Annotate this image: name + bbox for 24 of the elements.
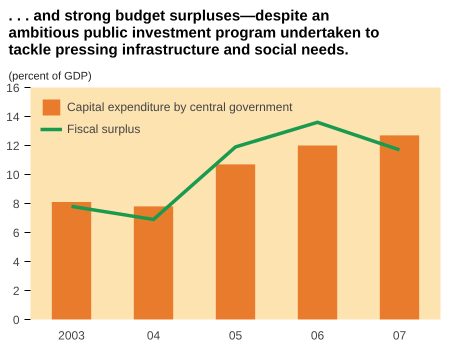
- y-tick-label: 0: [12, 313, 20, 327]
- x-tick-label: 06: [310, 328, 324, 342]
- y-tick-label: 14: [6, 110, 20, 124]
- legend-label: Capital expenditure by central government: [67, 100, 292, 114]
- y-tick-label: 6: [12, 226, 20, 240]
- x-tick-label: 05: [228, 328, 242, 342]
- y-tick-label: 16: [6, 81, 20, 95]
- x-tick-label: 07: [392, 328, 406, 342]
- bar: [298, 146, 338, 320]
- bar: [134, 206, 174, 320]
- y-tick-label: 2: [12, 284, 20, 298]
- chart-title: . . . and strong budget surpluses—despite an ambitious public investment program undertaken to tackle pressing infrastructure and social needs.: [8, 8, 380, 58]
- bar: [52, 202, 92, 320]
- y-tick-label: 4: [12, 255, 20, 269]
- line-series: [70, 120, 402, 222]
- y-tick-label: 10: [6, 168, 20, 182]
- y-tick-label: 12: [6, 139, 20, 153]
- bar: [216, 164, 256, 320]
- legend-label: Fiscal surplus: [67, 122, 140, 136]
- x-tick-label: 2003: [58, 328, 86, 342]
- y-tick-label: 8: [12, 197, 20, 211]
- bar: [380, 135, 420, 320]
- x-tick-label: 04: [146, 328, 160, 342]
- y-axis-title: (percent of GDP): [8, 70, 92, 82]
